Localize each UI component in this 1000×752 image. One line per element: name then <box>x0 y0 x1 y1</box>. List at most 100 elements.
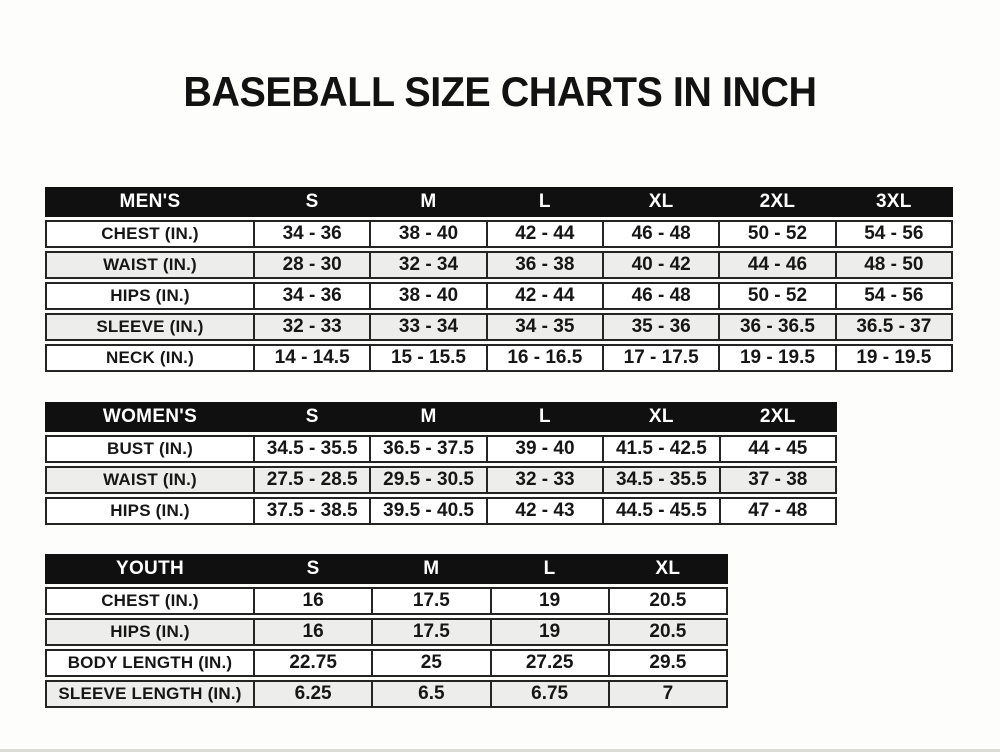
youth-size-table: YOUTH S M L XL CHEST (IN.) 16 17.5 19 20.5 HIPS (I… <box>45 551 728 711</box>
size-value-cell: 7 <box>609 680 728 708</box>
size-value-cell: 44 - 45 <box>720 435 837 463</box>
size-column-header: 3XL <box>836 187 953 217</box>
size-value-cell: 36.5 - 37.5 <box>371 435 488 463</box>
size-value-cell: 50 - 52 <box>720 220 837 248</box>
size-column-header: XL <box>609 554 728 584</box>
size-value-cell: 29.5 <box>609 649 728 677</box>
size-value-cell: 34.5 - 35.5 <box>604 466 721 494</box>
size-column-header: L <box>491 554 610 584</box>
measurement-label: CHEST (IN.) <box>45 587 255 615</box>
measurement-label: BODY LENGTH (IN.) <box>45 649 255 677</box>
measurement-label: HIPS (IN.) <box>45 618 255 646</box>
measurement-label: BUST (IN.) <box>45 435 255 463</box>
page-title: BASEBALL SIZE CHARTS IN INCH <box>183 68 817 115</box>
size-value-cell: 50 - 52 <box>720 282 837 310</box>
size-value-cell: 17.5 <box>373 587 492 615</box>
table-group-label: YOUTH <box>45 554 255 584</box>
size-value-cell: 34 - 36 <box>255 282 372 310</box>
measurement-label: HIPS (IN.) <box>45 282 255 310</box>
size-column-header: L <box>487 402 605 432</box>
womens-size-table: WOMEN'S S M L XL 2XL BUST (IN.) 34.5 - 35.5 36.5… <box>45 399 837 528</box>
table-header-row: WOMEN'S S M L XL 2XL <box>45 402 837 432</box>
size-column-header: XL <box>604 402 721 432</box>
size-value-cell: 39 - 40 <box>487 435 605 463</box>
size-value-cell: 6.5 <box>373 680 492 708</box>
measurement-row: WAIST (IN.) 28 - 30 32 - 34 36 - 38 40 - 42 4… <box>45 251 953 279</box>
size-value-cell: 19 - 19.5 <box>720 344 837 372</box>
size-column-header: L <box>487 187 604 217</box>
measurement-label: CHEST (IN.) <box>45 220 255 248</box>
size-value-cell: 14 - 14.5 <box>255 344 372 372</box>
table-header-row: YOUTH S M L XL <box>45 554 728 584</box>
size-value-cell: 32 - 33 <box>255 313 372 341</box>
size-column-header: 2XL <box>720 402 837 432</box>
size-value-cell: 33 - 34 <box>371 313 488 341</box>
size-column-header: S <box>255 402 372 432</box>
measurement-row: HIPS (IN.) 16 17.5 19 20.5 <box>45 618 728 646</box>
size-value-cell: 36 - 36.5 <box>720 313 837 341</box>
size-value-cell: 39.5 - 40.5 <box>371 497 488 525</box>
table-group-label: MEN'S <box>45 187 255 217</box>
size-column-header: M <box>373 554 492 584</box>
size-value-cell: 34 - 35 <box>487 313 604 341</box>
size-value-cell: 19 <box>491 618 610 646</box>
measurement-row: BODY LENGTH (IN.) 22.75 25 27.25 29.5 <box>45 649 728 677</box>
table-header-row: MEN'S S M L XL 2XL 3XL <box>45 187 953 217</box>
size-value-cell: 16 - 16.5 <box>487 344 604 372</box>
bottom-edge-artifact <box>0 749 1000 752</box>
measurement-row: SLEEVE (IN.) 32 - 33 33 - 34 34 - 35 35 - 36… <box>45 313 953 341</box>
size-column-header: M <box>371 187 488 217</box>
size-value-cell: 54 - 56 <box>836 220 953 248</box>
size-column-header: XL <box>603 187 721 217</box>
size-value-cell: 17 - 17.5 <box>603 344 721 372</box>
size-value-cell: 28 - 30 <box>255 251 372 279</box>
measurement-row: BUST (IN.) 34.5 - 35.5 36.5 - 37.5 39 - 40 4… <box>45 435 837 463</box>
size-value-cell: 38 - 40 <box>371 282 488 310</box>
table-group-label: WOMEN'S <box>45 402 255 432</box>
measurement-row: SLEEVE LENGTH (IN.) 6.25 6.5 6.75 7 <box>45 680 728 708</box>
size-value-cell: 42 - 43 <box>487 497 605 525</box>
size-value-cell: 32 - 33 <box>487 466 605 494</box>
size-value-cell: 17.5 <box>373 618 492 646</box>
size-value-cell: 54 - 56 <box>836 282 953 310</box>
size-value-cell: 34.5 - 35.5 <box>255 435 372 463</box>
size-value-cell: 37.5 - 38.5 <box>255 497 372 525</box>
size-value-cell: 16 <box>255 618 374 646</box>
measurement-label: SLEEVE (IN.) <box>45 313 255 341</box>
size-value-cell: 16 <box>255 587 374 615</box>
measurement-row: WAIST (IN.) 27.5 - 28.5 29.5 - 30.5 32 - 33… <box>45 466 837 494</box>
size-value-cell: 6.25 <box>255 680 374 708</box>
size-value-cell: 27.25 <box>491 649 610 677</box>
measurement-label: SLEEVE LENGTH (IN.) <box>45 680 255 708</box>
measurement-label: NECK (IN.) <box>45 344 255 372</box>
mens-size-table: MEN'S S M L XL 2XL 3XL CHEST (IN.) 34 - 36 38 - 4… <box>45 184 953 375</box>
measurement-row: HIPS (IN.) 34 - 36 38 - 40 42 - 44 46 - 48 50… <box>45 282 953 310</box>
measurement-label: WAIST (IN.) <box>45 251 255 279</box>
size-value-cell: 41.5 - 42.5 <box>604 435 721 463</box>
size-column-header: M <box>371 402 488 432</box>
size-value-cell: 42 - 44 <box>487 220 604 248</box>
measurement-label: HIPS (IN.) <box>45 497 255 525</box>
size-value-cell: 36.5 - 37 <box>836 313 953 341</box>
size-value-cell: 34 - 36 <box>255 220 372 248</box>
size-value-cell: 38 - 40 <box>371 220 488 248</box>
size-value-cell: 19 <box>491 587 610 615</box>
size-value-cell: 20.5 <box>609 618 728 646</box>
size-value-cell: 29.5 - 30.5 <box>371 466 488 494</box>
size-value-cell: 42 - 44 <box>487 282 604 310</box>
size-value-cell: 44.5 - 45.5 <box>604 497 721 525</box>
size-value-cell: 32 - 34 <box>371 251 488 279</box>
size-value-cell: 15 - 15.5 <box>371 344 488 372</box>
measurement-row: CHEST (IN.) 16 17.5 19 20.5 <box>45 587 728 615</box>
measurement-label: WAIST (IN.) <box>45 466 255 494</box>
size-value-cell: 40 - 42 <box>603 251 721 279</box>
measurement-row: NECK (IN.) 14 - 14.5 15 - 15.5 16 - 16.5 17 … <box>45 344 953 372</box>
size-value-cell: 35 - 36 <box>603 313 721 341</box>
size-value-cell: 20.5 <box>609 587 728 615</box>
measurement-row: CHEST (IN.) 34 - 36 38 - 40 42 - 44 46 - 48 5… <box>45 220 953 248</box>
size-column-header: 2XL <box>720 187 837 217</box>
size-value-cell: 46 - 48 <box>603 220 721 248</box>
size-column-header: S <box>255 554 374 584</box>
size-value-cell: 44 - 46 <box>720 251 837 279</box>
size-value-cell: 36 - 38 <box>487 251 604 279</box>
